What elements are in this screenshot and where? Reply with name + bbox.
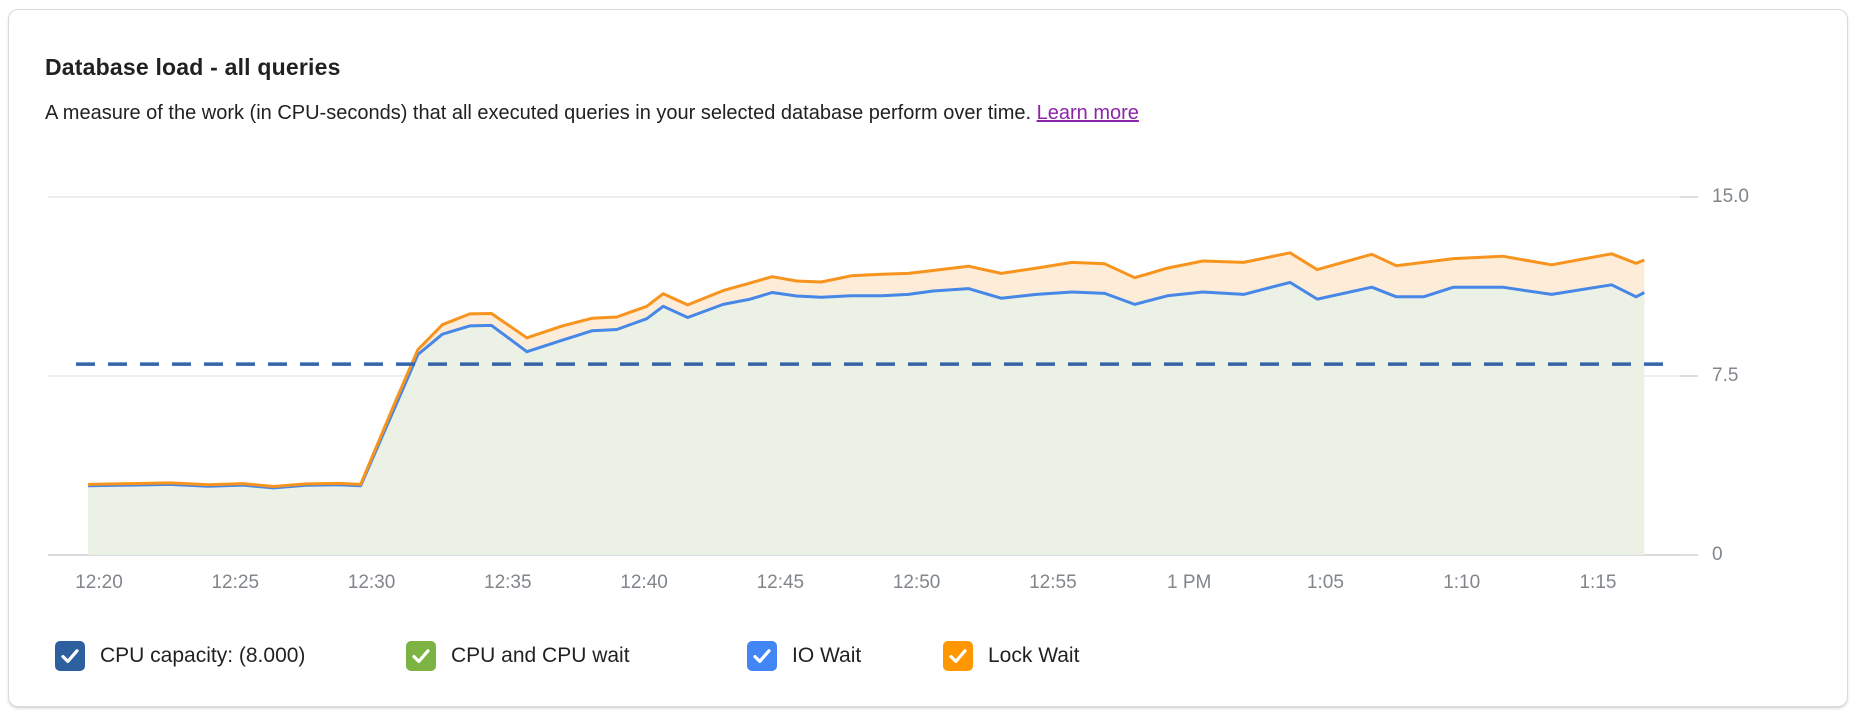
legend-label: Lock Wait bbox=[988, 644, 1080, 667]
page-title: Database load - all queries bbox=[45, 54, 341, 80]
x-axis-label: 12:50 bbox=[892, 572, 941, 593]
x-axis-label: 12:30 bbox=[347, 572, 396, 593]
x-axis-label: 1:10 bbox=[1443, 572, 1481, 593]
x-axis-label: 1:05 bbox=[1306, 572, 1344, 593]
x-axis-label: 12:25 bbox=[211, 572, 260, 593]
x-axis-label: 1 PM bbox=[1166, 572, 1212, 593]
x-axis-label: 12:55 bbox=[1029, 572, 1077, 593]
checkbox-checked-icon[interactable] bbox=[406, 641, 436, 671]
legend-label: CPU and CPU wait bbox=[451, 644, 630, 667]
legend-item-io-wait[interactable]: IO Wait bbox=[747, 641, 861, 671]
chart-description: A measure of the work (in CPU-seconds) t… bbox=[45, 102, 1139, 125]
lock-wait-area bbox=[88, 252, 1645, 488]
learn-more-link[interactable]: Learn more bbox=[1036, 102, 1139, 124]
legend-item-cpu-and-cpu-wait[interactable]: CPU and CPU wait bbox=[406, 641, 630, 671]
checkbox-checked-icon[interactable] bbox=[943, 641, 973, 671]
legend-label: IO Wait bbox=[792, 644, 862, 667]
x-axis-label: 12:20 bbox=[75, 572, 123, 593]
checkbox-checked-icon[interactable] bbox=[55, 641, 85, 671]
legend-item-cpu-capacity[interactable]: CPU capacity: (8.000) bbox=[55, 641, 305, 671]
y-axis-label: 15.0 bbox=[1712, 185, 1749, 207]
legend-label: CPU capacity: (8.000) bbox=[100, 644, 306, 667]
y-axis-label: 0 bbox=[1712, 544, 1723, 565]
legend-item-lock-wait[interactable]: Lock Wait bbox=[943, 641, 1079, 671]
x-axis-label: 12:40 bbox=[620, 572, 668, 593]
x-axis-label: 12:45 bbox=[756, 572, 805, 593]
x-axis-label: 1:15 bbox=[1579, 572, 1617, 593]
y-axis-label: 7.5 bbox=[1712, 364, 1739, 386]
checkbox-checked-icon[interactable] bbox=[747, 641, 777, 671]
chart-description-text: A measure of the work (in CPU-seconds) t… bbox=[45, 102, 1032, 124]
x-axis-label: 12:35 bbox=[484, 572, 532, 593]
lock-wait-line bbox=[88, 251, 1645, 488]
cpu-and-cpu-wait-area bbox=[88, 282, 1645, 555]
